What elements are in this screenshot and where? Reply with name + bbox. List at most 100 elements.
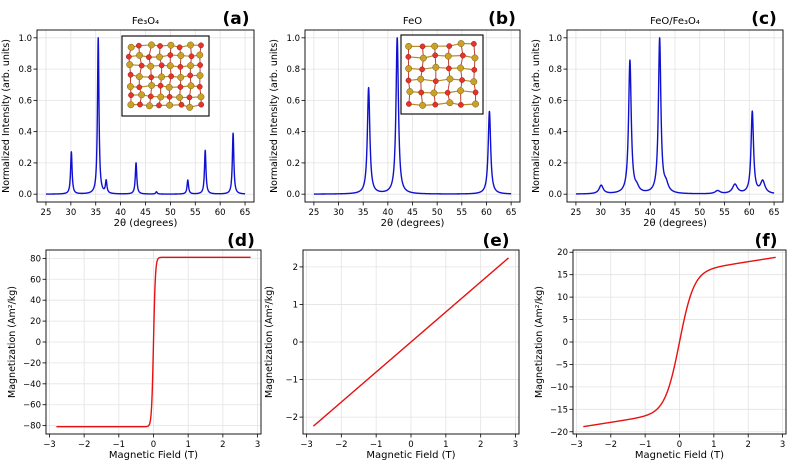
x-tick-label: 50 (694, 208, 705, 218)
x-tick-label: 30 (65, 208, 76, 218)
x-axis-label: Magnetic Field (T) (109, 450, 198, 461)
x-tick-label: 60 (481, 208, 492, 218)
x-tick-label: 0 (151, 440, 156, 450)
y-tick-label: −2 (285, 413, 298, 423)
y-tick-label: 0.0 (18, 190, 32, 200)
y-tick-label: −40 (23, 380, 41, 390)
y-tick-label: 0.2 (548, 159, 562, 169)
y-tick-label: 0.6 (286, 96, 300, 106)
x-axis-label: Magnetic Field (T) (635, 450, 724, 461)
data-series-line (312, 257, 510, 427)
x-tick-label: 55 (456, 208, 467, 218)
x-tick-label: 1 (443, 440, 448, 450)
y-tick-label: 20 (30, 317, 41, 327)
y-tick-label: 0 (563, 338, 568, 348)
x-tick-label: 0 (408, 440, 413, 450)
y-tick-label: 0.6 (548, 96, 562, 106)
x-tick-label: 30 (595, 208, 606, 218)
y-tick-label: 5 (563, 316, 568, 326)
x-tick-label: 25 (308, 208, 319, 218)
y-tick-label: −5 (555, 360, 568, 370)
y-tick-label: 0.0 (286, 190, 300, 200)
y-tick-label: 0.2 (286, 159, 300, 169)
x-tick-label: 45 (670, 208, 681, 218)
panel-label: (b) (488, 9, 516, 29)
panel-label: (d) (227, 231, 255, 251)
y-tick-label: 0.4 (18, 128, 32, 138)
x-tick-label: 3 (255, 440, 260, 450)
panel-label: (c) (751, 9, 777, 29)
x-tick-label: 35 (620, 208, 631, 218)
y-tick-label: 15 (557, 271, 568, 281)
y-tick-label: 80 (30, 254, 41, 264)
y-tick-label: 0.0 (548, 190, 562, 200)
y-tick-label: 1 (293, 300, 298, 310)
panel-c: 25 30 35 40 45 50 55 60 65 0.0 0.2 0.4 0.6 0.8 1.0 2θ (… (531, 9, 784, 229)
x-tick-label: 65 (240, 208, 251, 218)
x-tick-label: 2 (745, 440, 750, 450)
x-tick-label: 1 (711, 440, 716, 450)
x-tick-label: −3 (570, 440, 583, 450)
y-tick-label: 20 (557, 248, 568, 258)
y-tick-label: 40 (30, 296, 41, 306)
x-tick-label: 65 (506, 208, 517, 218)
x-tick-label: 1 (185, 440, 190, 450)
y-tick-label: 0.8 (18, 65, 32, 75)
y-tick-label: 0 (36, 338, 41, 348)
y-tick-label: 0.8 (286, 65, 300, 75)
x-tick-label: 3 (513, 440, 518, 450)
x-tick-label: 40 (382, 208, 393, 218)
x-tick-label: 55 (719, 208, 730, 218)
x-tick-label: 55 (190, 208, 201, 218)
x-axis-label: 2θ (degrees) (114, 218, 178, 229)
y-axis-label: Normalized Intensity (arb. units) (531, 39, 542, 193)
y-tick-label: −1 (285, 376, 298, 386)
y-tick-label: 1.0 (548, 34, 562, 44)
y-tick-label: −10 (550, 383, 568, 393)
y-tick-label: 0.2 (18, 159, 32, 169)
panel-label: (f) (755, 231, 778, 251)
x-tick-label: 40 (645, 208, 656, 218)
x-tick-label: 0 (677, 440, 682, 450)
chart-title: FeO/Fe₃O₄ (650, 16, 700, 27)
y-tick-label: −80 (23, 422, 41, 432)
x-tick-label: 3 (780, 440, 785, 450)
y-axis-label: Magnetization (Am²/kg) (7, 286, 18, 398)
y-axis-label: Normalized Intensity (arb. units) (1, 39, 12, 193)
data-series-line (45, 37, 246, 195)
panel-label: (e) (482, 231, 509, 251)
x-tick-label: 40 (115, 208, 126, 218)
x-tick-label: −1 (113, 440, 126, 450)
x-tick-label: −2 (78, 440, 91, 450)
y-tick-label: 60 (30, 275, 41, 285)
crystal-structure-inset-image (400, 34, 484, 115)
x-tick-label: 35 (358, 208, 369, 218)
panel-b: 25 30 35 40 45 50 55 60 65 0.0 0.2 0.4 0.6 0.8 1.0 2θ (… (269, 9, 521, 229)
x-tick-label: 25 (571, 208, 582, 218)
y-tick-label: 0 (293, 338, 298, 348)
y-tick-label: −20 (550, 428, 568, 438)
x-tick-label: −3 (300, 440, 313, 450)
y-tick-label: −15 (550, 405, 568, 415)
x-tick-label: −3 (43, 440, 56, 450)
y-tick-label: 0.4 (548, 128, 562, 138)
x-tick-label: 35 (90, 208, 101, 218)
data-series-line (313, 37, 512, 195)
y-tick-label: 1.0 (286, 34, 300, 44)
x-tick-label: 65 (769, 208, 780, 218)
x-axis-label: 2θ (degrees) (381, 218, 445, 229)
x-tick-label: −1 (639, 440, 652, 450)
x-tick-label: −2 (335, 440, 348, 450)
x-tick-label: 50 (432, 208, 443, 218)
x-tick-label: 2 (478, 440, 483, 450)
x-tick-label: −1 (370, 440, 383, 450)
y-axis-label: Magnetization (Am²/kg) (264, 286, 275, 398)
x-tick-label: 30 (333, 208, 344, 218)
y-tick-label: 1.0 (18, 34, 32, 44)
x-axis-label: 2θ (degrees) (643, 218, 707, 229)
x-tick-label: −2 (605, 440, 618, 450)
panel-label: (a) (222, 9, 249, 29)
data-series-line (56, 256, 251, 428)
